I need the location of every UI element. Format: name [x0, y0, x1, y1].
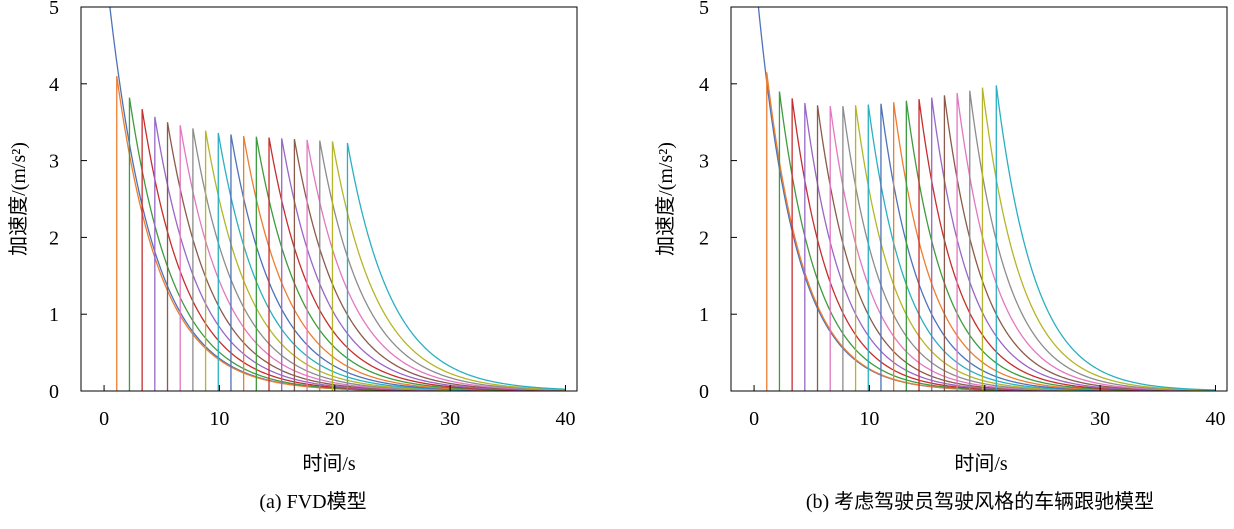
- chart-b-ytick-label: 3: [699, 151, 709, 173]
- chart-a-xlabel: 时间/s: [302, 452, 356, 475]
- chart-b-caption: (b) 考虑驾驶员驾驶风格的车辆跟驰模型: [806, 490, 1154, 513]
- chart-a-series-line-17: [306, 139, 566, 391]
- chart-a-xtick-label: 10: [209, 408, 229, 430]
- chart-a-series-line-16: [293, 138, 566, 391]
- chart-a-series-line-20: [346, 142, 566, 391]
- chart-b-series-line-1: [757, 7, 1216, 391]
- chart-a-series-line-1: [109, 7, 566, 391]
- chart-a-series-line-15: [281, 138, 566, 391]
- chart-a-series-line-12: [242, 135, 566, 391]
- chart-a-ytick-label: 2: [49, 227, 59, 249]
- chart-b-plot-frame: [730, 6, 1228, 392]
- chart-b-ytick-label: 1: [699, 304, 709, 326]
- chart-b-series-line-2: [766, 72, 1216, 391]
- chart-b-ytick-label: 5: [699, 0, 709, 19]
- chart-b-series-line-6: [816, 105, 1216, 391]
- chart-b-lines: [757, 7, 1216, 391]
- chart-b-series-line-18: [969, 90, 1216, 391]
- chart-panel-a: 0 10 20 30 40 0 1 2 3 4 5 时间/s 加速度/(m/s²) (a) FVD模…: [7, 0, 578, 513]
- chart-a-xtick-label: 30: [440, 408, 460, 430]
- chart-b-series-line-15: [931, 97, 1216, 391]
- chart-b-series-line-3: [778, 91, 1216, 391]
- chart-b-series-line-9: [854, 105, 1216, 391]
- chart-b-series-line-8: [842, 105, 1216, 391]
- chart-a-caption: (a) FVD模型: [259, 490, 366, 513]
- chart-a-series-line-10: [217, 132, 566, 391]
- chart-a-series-line-2: [116, 76, 566, 391]
- chart-a-ytick-label: 4: [49, 74, 59, 96]
- chart-a-ylabel: 加速度/(m/s²): [7, 142, 30, 256]
- chart-a-ytick-label: 3: [49, 151, 59, 173]
- chart-b-xtick-label: 30: [1090, 408, 1110, 430]
- chart-b-xtick-label: 10: [859, 408, 879, 430]
- chart-a-ytick-label: 1: [49, 304, 59, 326]
- chart-a-series-line-19: [331, 141, 566, 391]
- chart-a-xtick-label: 40: [555, 408, 575, 430]
- chart-b-axes: 0 10 20 30 40 0 1 2 3 4 5: [699, 0, 1225, 430]
- chart-a-axes: 0 10 20 30 40 0 1 2 3 4 5: [49, 0, 575, 430]
- chart-b-series-line-19: [981, 87, 1216, 391]
- chart-a-ytick-label: 5: [49, 0, 59, 19]
- chart-a-plot-frame: [80, 6, 578, 392]
- chart-a-xtick-label: 20: [325, 408, 345, 430]
- chart-a-xtick-label: 0: [99, 408, 109, 430]
- chart-a-series-line-9: [204, 130, 566, 391]
- chart-b-ylabel: 加速度/(m/s²): [654, 142, 677, 256]
- chart-b-xtick-label: 0: [749, 408, 759, 430]
- chart-b-series-line-20: [995, 85, 1216, 391]
- chart-b-ytick-label: 0: [699, 381, 709, 403]
- chart-a-series-line-7: [179, 125, 566, 391]
- chart-panel-b: 0 10 20 30 40 0 1 2 3 4 5 时间/s 加速度/(m/s²) (b) 考虑驾驶…: [654, 0, 1228, 513]
- chart-b-xtick-label: 40: [1205, 408, 1225, 430]
- chart-b-xlabel: 时间/s: [954, 452, 1008, 475]
- chart-b-series-line-16: [943, 95, 1216, 391]
- chart-a-lines: [109, 7, 566, 391]
- chart-b-ytick-label: 2: [699, 227, 709, 249]
- chart-b-series-line-12: [892, 102, 1216, 391]
- chart-a-ytick-label: 0: [49, 381, 59, 403]
- chart-a-series-line-18: [319, 140, 566, 391]
- chart-b-xtick-label: 20: [975, 408, 995, 430]
- chart-b-ytick-label: 4: [699, 74, 709, 96]
- chart-a-series-line-6: [166, 122, 566, 391]
